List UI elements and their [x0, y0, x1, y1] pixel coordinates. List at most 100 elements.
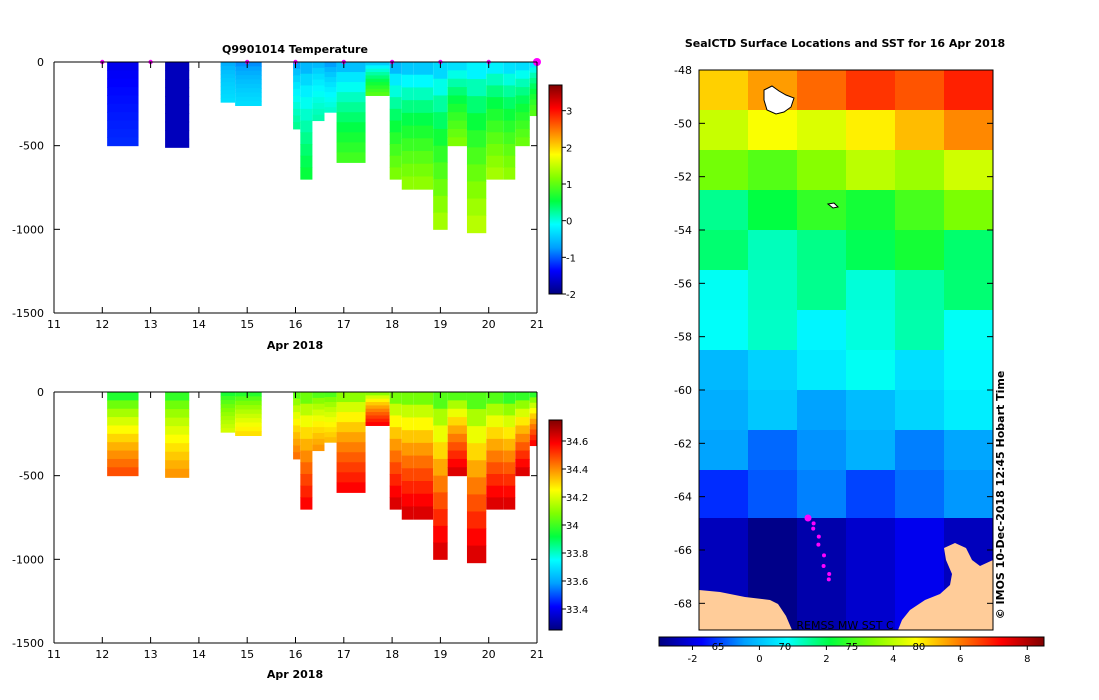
profile-cell: [389, 120, 402, 133]
sst-cell: [699, 110, 749, 151]
profile-cell: [401, 176, 414, 190]
colorbar-tick-label: 34.4: [566, 465, 588, 476]
profile-cell: [529, 94, 537, 100]
lat-tick-label: -50: [674, 117, 692, 130]
profile-cell: [107, 95, 139, 105]
x-tick-label: 21: [530, 648, 544, 661]
profile-column-6: [312, 392, 325, 452]
profile-cell: [293, 122, 301, 130]
x-tick-label: 20: [482, 318, 496, 331]
map-colorbar-tick-label: 6: [957, 654, 963, 665]
profile-cell: [312, 438, 325, 446]
colorbar-tick-label: 2: [566, 143, 572, 154]
sst-cell: [797, 518, 847, 630]
profile-cell: [312, 91, 325, 98]
sst-cell: [944, 270, 993, 311]
profile-cell: [365, 68, 390, 73]
sst-cell: [895, 230, 945, 271]
sst-cell: [846, 350, 896, 391]
profile-cell: [324, 62, 337, 68]
sst-cell: [748, 390, 798, 431]
profile-cell: [433, 95, 448, 113]
y-tick-label: 0: [37, 386, 44, 399]
profile-cell: [515, 78, 530, 88]
antarctic-coast-west: [699, 590, 792, 630]
colorbar-tick-label: 33.6: [566, 577, 588, 588]
sst-cell: [846, 110, 896, 151]
sst-cell: [895, 470, 945, 519]
profile-cell: [107, 400, 139, 410]
profile-cell: [336, 152, 366, 163]
profile-column-13: [433, 392, 448, 560]
profile-cell: [413, 87, 434, 101]
profile-cell: [300, 143, 313, 157]
profile-cell: [220, 90, 236, 95]
sst-cell: [846, 70, 896, 111]
x-tick-label: 21: [530, 318, 544, 331]
sst-cell: [895, 270, 945, 311]
profile-cell: [515, 62, 530, 71]
profile-cell: [107, 78, 139, 88]
profile-cell: [389, 462, 402, 475]
profile-cell: [324, 392, 337, 398]
profile-cell: [336, 482, 366, 493]
profile-column-1: [165, 392, 190, 478]
profile-cell: [413, 442, 434, 457]
profile-cell: [413, 493, 434, 507]
profile-cell: [503, 108, 516, 122]
x-tick-label: 11: [47, 318, 61, 331]
profile-cell: [529, 104, 537, 111]
profile-cell: [389, 392, 402, 405]
profile-cell: [413, 481, 434, 495]
profile-cell: [433, 195, 448, 214]
profile-cell: [312, 415, 325, 422]
x-tick-label: 18: [385, 648, 399, 661]
salinity-profiles: [107, 392, 537, 564]
sst-cell: [699, 230, 749, 271]
sst-cell: [944, 110, 993, 151]
profile-cell: [220, 408, 236, 413]
profile-cell: [529, 392, 537, 398]
profile-cell: [413, 74, 434, 88]
profile-cell: [389, 450, 402, 463]
map-colorbar-subtick-label: 80: [912, 642, 925, 653]
profile-cell: [447, 120, 467, 130]
sst-cell: [944, 230, 993, 271]
kerguelen-island: [763, 85, 795, 115]
profile-cell: [336, 392, 366, 403]
profile-cell: [107, 128, 139, 138]
lat-tick-label: -64: [674, 491, 692, 504]
profile-cell: [293, 75, 301, 83]
profile-column-14: [447, 62, 467, 147]
profile-cell: [389, 108, 402, 122]
profile-column-1: [165, 62, 190, 148]
sst-cell: [699, 470, 749, 519]
sst-cell: [797, 190, 847, 231]
sst-cell: [846, 390, 896, 431]
sst-cell: [846, 430, 896, 471]
profile-cell: [529, 418, 537, 425]
sst-cell: [797, 270, 847, 311]
profile-cell: [324, 402, 337, 408]
profile-cell: [165, 70, 190, 80]
profile-cell: [466, 477, 487, 495]
profile-cell: [312, 114, 325, 122]
profile-cell: [401, 493, 414, 507]
sst-cell: [895, 150, 945, 191]
profile-cell: [447, 425, 467, 435]
profile-cell: [165, 426, 190, 436]
x-tick-label: 12: [95, 318, 109, 331]
profile-cell: [433, 392, 448, 410]
profile-cell: [312, 85, 325, 92]
profile-cell: [433, 475, 448, 493]
sst-cell: [895, 110, 945, 151]
profile-cell: [293, 88, 301, 96]
profile-cell: [486, 415, 504, 428]
sst-cell: [699, 270, 749, 311]
profile-cell: [466, 113, 487, 131]
profile-cell: [235, 101, 262, 107]
profile-cell: [165, 130, 190, 140]
profile-cell: [300, 462, 313, 475]
colorbar-tick-label: 0: [566, 217, 572, 228]
